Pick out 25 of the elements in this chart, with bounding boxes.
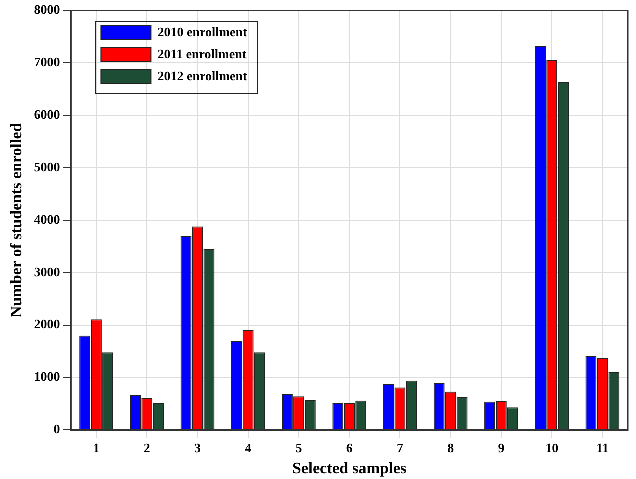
y-tick-label: 5000 <box>34 159 60 174</box>
y-tick-label: 1000 <box>34 369 60 384</box>
y-tick-label: 4000 <box>34 212 60 227</box>
legend-label: 2011 enrollment <box>158 46 248 62</box>
y-tick-label: 8000 <box>34 2 60 18</box>
legend-label: 2010 enrollment <box>158 24 248 40</box>
x-tick-label: 5 <box>296 440 303 456</box>
x-tick-label: 8 <box>448 440 455 456</box>
x-tick-label: 2 <box>144 440 150 456</box>
y-tick-label: 3000 <box>34 264 60 280</box>
x-axis-title: Selected samples <box>292 460 407 478</box>
legend-label: 2012 enrollment <box>158 68 248 84</box>
x-tick-label: 3 <box>194 440 202 456</box>
y-tick-label: 2000 <box>34 316 60 332</box>
x-tick-label: 4 <box>245 440 252 456</box>
x-tick-label: 11 <box>596 440 609 456</box>
x-tick-label: 1 <box>93 440 100 456</box>
x-tick-label: 10 <box>546 440 559 456</box>
x-tick-label: 6 <box>346 440 354 456</box>
x-tick-label: 7 <box>396 440 404 456</box>
y-tick-label: 7000 <box>34 54 60 70</box>
y-axis-title: Number of students enrolled <box>8 123 26 318</box>
y-tick-label: 6000 <box>34 107 60 122</box>
x-tick-label: 9 <box>498 440 506 456</box>
y-tick-label: 0 <box>54 422 60 437</box>
